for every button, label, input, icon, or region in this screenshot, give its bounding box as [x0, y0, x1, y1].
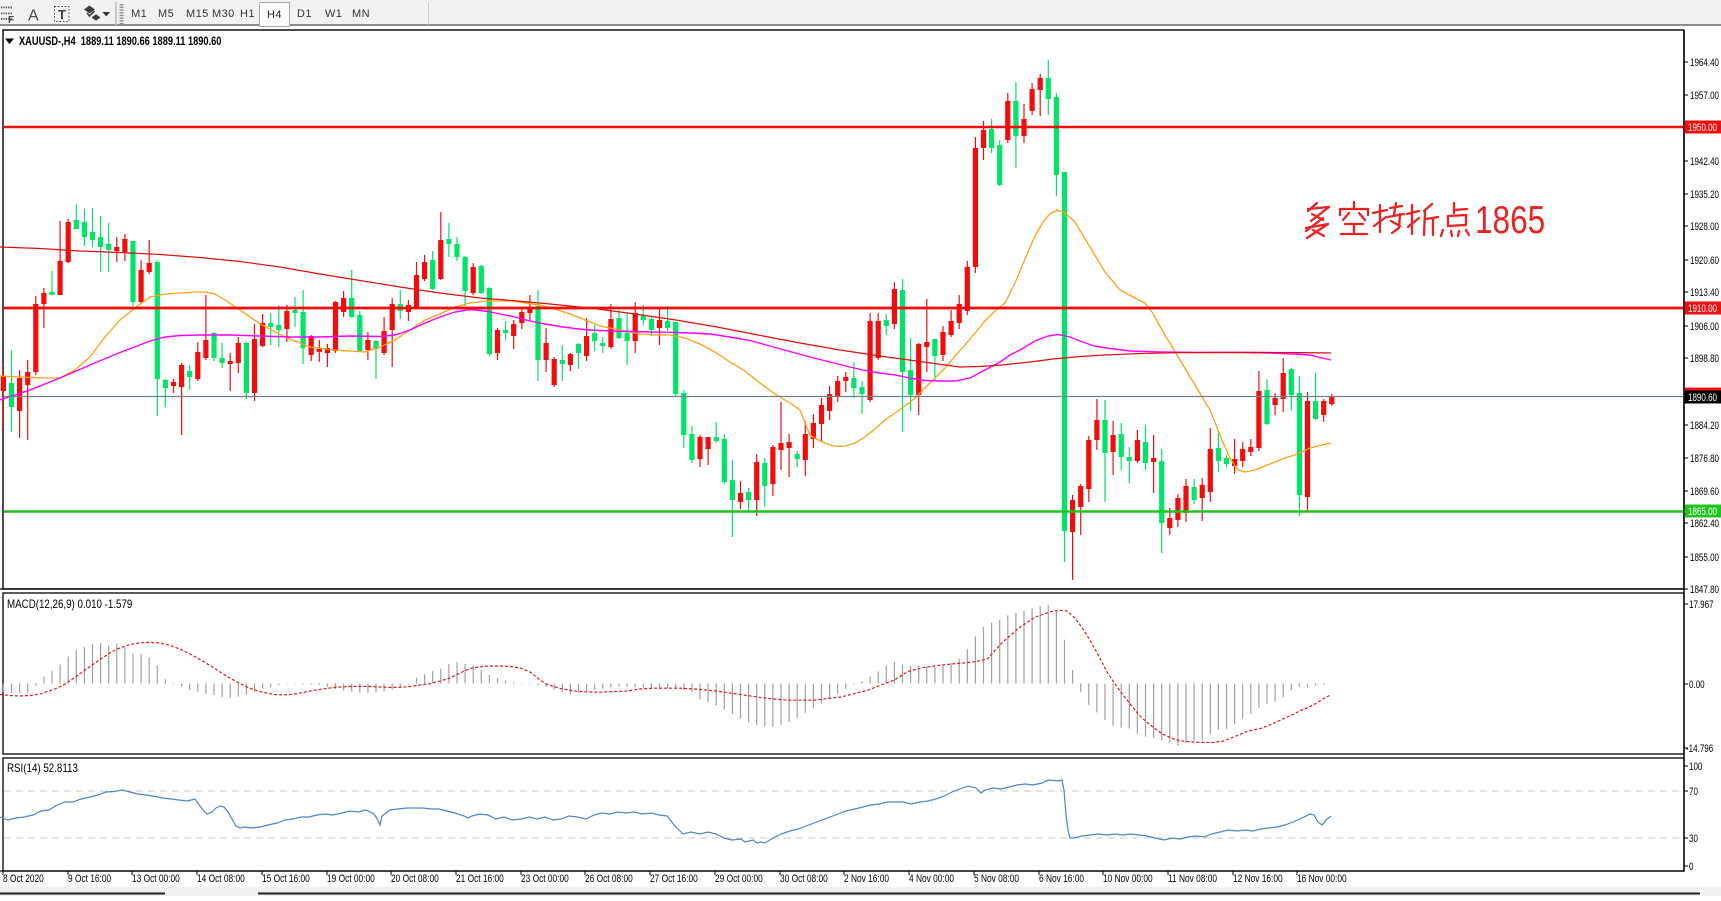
- svg-text:0: 0: [1689, 861, 1693, 874]
- svg-text:6 Nov 16:00: 6 Nov 16:00: [1039, 873, 1084, 885]
- svg-text:16 Nov 00:00: 16 Nov 00:00: [1297, 873, 1347, 885]
- svg-text:4 Nov 00:00: 4 Nov 00:00: [909, 873, 954, 885]
- svg-text:27 Oct 16:00: 27 Oct 16:00: [650, 873, 698, 885]
- svg-text:F: F: [8, 15, 14, 26]
- svg-text:1862.40: 1862.40: [1690, 518, 1719, 531]
- svg-text:13 Oct 00:00: 13 Oct 00:00: [132, 873, 180, 885]
- svg-text:1865: 1865: [1475, 198, 1545, 242]
- svg-text:1890.60: 1890.60: [1688, 392, 1717, 405]
- svg-text:1865.00: 1865.00: [1688, 506, 1717, 519]
- svg-text:1928.00: 1928.00: [1690, 221, 1719, 234]
- svg-text:1906.00: 1906.00: [1690, 321, 1719, 334]
- svg-text:T: T: [58, 7, 66, 22]
- svg-text:29 Oct 00:00: 29 Oct 00:00: [715, 873, 763, 885]
- svg-text:23 Oct 00:00: 23 Oct 00:00: [521, 873, 569, 885]
- svg-text:9 Oct 16:00: 9 Oct 16:00: [68, 873, 112, 885]
- svg-text:15 Oct 16:00: 15 Oct 16:00: [262, 873, 310, 885]
- svg-text:1935.20: 1935.20: [1690, 189, 1719, 202]
- svg-text:14 Oct 08:00: 14 Oct 08:00: [197, 873, 245, 885]
- svg-text:17.967: 17.967: [1689, 599, 1714, 612]
- svg-text:1913.40: 1913.40: [1690, 287, 1719, 300]
- svg-text:1920.60: 1920.60: [1690, 255, 1719, 268]
- svg-text:10 Nov 00:00: 10 Nov 00:00: [1103, 873, 1153, 885]
- svg-text:1957.00: 1957.00: [1690, 90, 1719, 103]
- svg-text:0.00: 0.00: [1689, 679, 1705, 692]
- svg-text:-14.796: -14.796: [1686, 743, 1713, 756]
- svg-text:1869.60: 1869.60: [1690, 486, 1719, 499]
- svg-text:30 Oct 08:00: 30 Oct 08:00: [780, 873, 828, 885]
- svg-text:1884.20: 1884.20: [1690, 420, 1719, 433]
- svg-text:1950.00: 1950.00: [1688, 122, 1717, 135]
- svg-text:2 Nov 16:00: 2 Nov 16:00: [844, 873, 889, 885]
- svg-text:21 Oct 16:00: 21 Oct 16:00: [456, 873, 504, 885]
- svg-text:1942.40: 1942.40: [1690, 156, 1719, 169]
- svg-text:26 Oct 08:00: 26 Oct 08:00: [585, 873, 633, 885]
- svg-text:1847.80: 1847.80: [1690, 584, 1719, 597]
- svg-text:XAUUSD-,H4 1889.11 1890.66 18: XAUUSD-,H4 1889.11 1890.66 1889.11 1890.…: [19, 35, 221, 49]
- svg-text:1876.80: 1876.80: [1690, 453, 1719, 466]
- svg-text:30: 30: [1689, 833, 1698, 846]
- svg-text:1910.00: 1910.00: [1688, 303, 1717, 316]
- svg-text:RSI(14) 52.8113: RSI(14) 52.8113: [7, 762, 78, 775]
- svg-text:8 Oct 2020: 8 Oct 2020: [3, 873, 44, 885]
- svg-text:MACD(12,26,9) 0.010 -1.579: MACD(12,26,9) 0.010 -1.579: [7, 598, 132, 611]
- svg-text:5 Nov 08:00: 5 Nov 08:00: [974, 873, 1019, 885]
- svg-text:20 Oct 08:00: 20 Oct 08:00: [391, 873, 439, 885]
- svg-text:1855.00: 1855.00: [1690, 552, 1719, 565]
- svg-text:19 Oct 00:00: 19 Oct 00:00: [327, 873, 375, 885]
- svg-text:1964.40: 1964.40: [1690, 57, 1719, 70]
- svg-text:70: 70: [1689, 786, 1698, 799]
- svg-text:11 Nov 08:00: 11 Nov 08:00: [1168, 873, 1218, 885]
- svg-text:100: 100: [1689, 761, 1702, 774]
- svg-text:12 Nov 16:00: 12 Nov 16:00: [1233, 873, 1283, 885]
- svg-text:A: A: [28, 8, 39, 25]
- svg-text:1898.80: 1898.80: [1690, 353, 1719, 366]
